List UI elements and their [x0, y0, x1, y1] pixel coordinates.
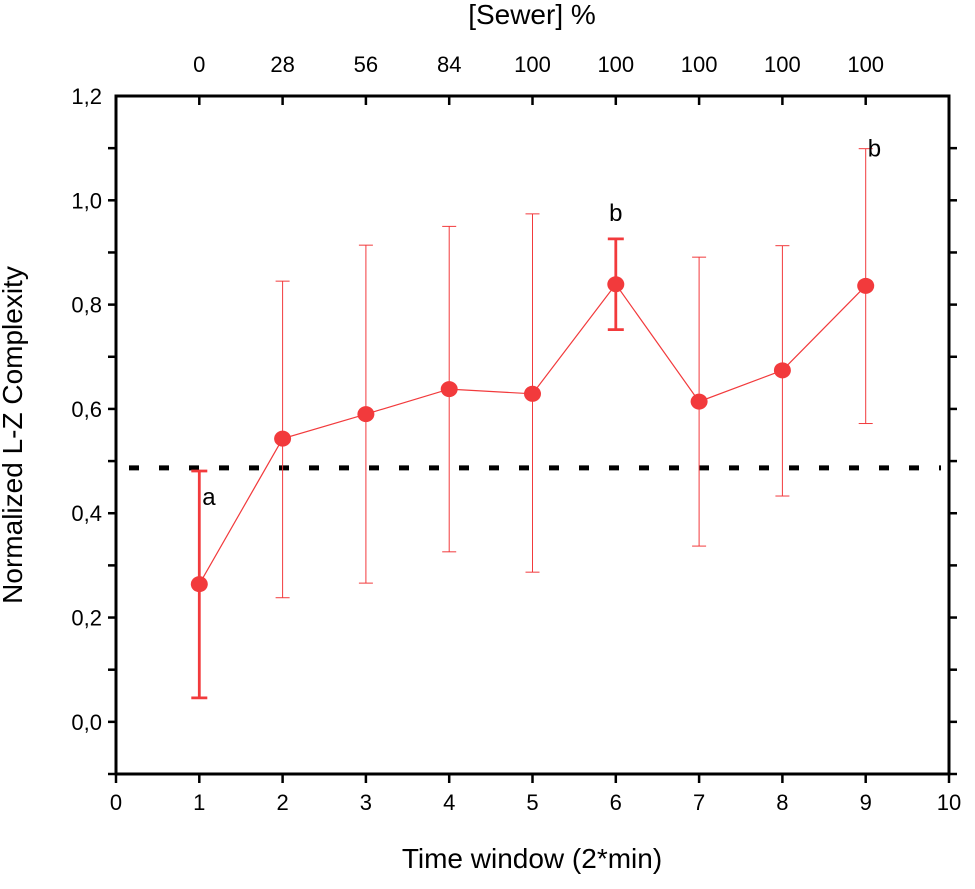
x-tick-label: 9 [860, 790, 872, 815]
data-point [440, 381, 458, 398]
annotation-label: a [202, 484, 216, 511]
data-point [607, 276, 625, 293]
y-tick-label: 0,2 [71, 606, 102, 631]
data-point [773, 362, 791, 379]
x-tick-label: 5 [526, 790, 538, 815]
top-tick-label: 28 [270, 52, 294, 77]
x-tick-label: 2 [276, 790, 288, 815]
y-tick-label: 1,2 [71, 84, 102, 109]
x-tick-label: 7 [693, 790, 705, 815]
y-tick-label: 0,4 [71, 501, 102, 526]
top-tick-label: 100 [764, 52, 801, 77]
x-tick-label: 4 [443, 790, 455, 815]
top-tick-label: 100 [597, 52, 634, 77]
x-tick-label: 6 [610, 790, 622, 815]
annotation-label: b [609, 200, 622, 227]
x-tick-label: 1 [193, 790, 205, 815]
y-axis-label: Normalized L-Z Complexity [0, 266, 28, 604]
y-tick-label: 0,0 [71, 710, 102, 735]
top-tick-label: 84 [437, 52, 461, 77]
x-tick-label: 10 [937, 790, 961, 815]
data-point [857, 277, 875, 294]
data-point [357, 406, 375, 423]
top-tick-label: 0 [193, 52, 205, 77]
data-point [274, 430, 292, 447]
x-tick-label: 0 [110, 790, 122, 815]
annotation-label: b [868, 136, 881, 163]
y-tick-label: 0,6 [71, 397, 102, 422]
data-point [690, 393, 708, 410]
data-point [524, 385, 541, 402]
top-axis-label: [Sewer] % [468, 0, 596, 30]
x-axis-label: Time window (2*min) [402, 843, 662, 874]
top-tick-label: 100 [514, 52, 551, 77]
top-tick-label: 56 [354, 52, 378, 77]
x-tick-label: 3 [360, 790, 372, 815]
top-tick-label: 100 [681, 52, 718, 77]
top-tick-label: 100 [847, 52, 884, 77]
y-tick-label: 1,0 [71, 188, 102, 213]
x-tick-label: 8 [776, 790, 788, 815]
y-tick-label: 0,8 [71, 293, 102, 318]
data-point [190, 576, 208, 593]
